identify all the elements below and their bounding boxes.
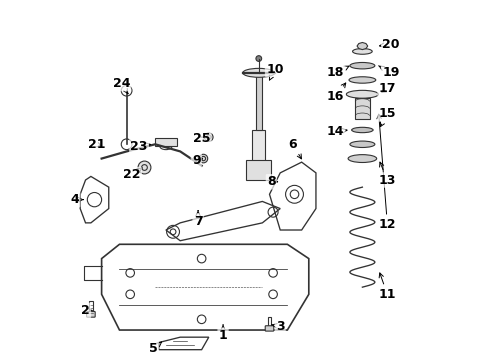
FancyBboxPatch shape [264,326,273,331]
Bar [246,160,271,180]
Ellipse shape [349,63,374,69]
Text: 13: 13 [378,162,395,186]
Text: 7: 7 [193,211,202,228]
Text: 16: 16 [326,83,345,103]
Text: 3: 3 [271,320,284,333]
Text: 24: 24 [112,77,130,94]
Bar [354,98,369,119]
Ellipse shape [347,155,376,162]
Ellipse shape [348,77,375,83]
Text: 25: 25 [192,132,210,145]
Circle shape [204,133,213,141]
Text: 9: 9 [192,154,202,167]
Bar [89,301,93,314]
Text: 23: 23 [130,140,150,153]
Bar [267,317,271,328]
Text: 2: 2 [81,304,92,317]
Bar [255,73,261,130]
Ellipse shape [349,141,374,148]
Ellipse shape [351,127,372,133]
Circle shape [255,56,261,62]
Ellipse shape [352,49,371,54]
Text: 11: 11 [378,273,395,301]
Text: 21: 21 [87,138,105,151]
Text: 4: 4 [70,193,83,206]
Text: 10: 10 [265,63,283,80]
Text: 1: 1 [218,325,227,342]
Text: 8: 8 [266,175,277,188]
Text: 15: 15 [378,107,395,127]
Text: 20: 20 [379,38,399,51]
Ellipse shape [242,68,274,77]
Text: 6: 6 [288,138,301,159]
Text: 14: 14 [326,125,346,138]
Text: 19: 19 [378,66,399,79]
FancyBboxPatch shape [86,311,95,317]
Ellipse shape [346,90,378,98]
Bar [155,138,176,146]
Text: 18: 18 [326,66,348,79]
Text: 5: 5 [149,342,161,355]
Polygon shape [356,42,367,50]
Text: 17: 17 [378,82,395,95]
Text: 22: 22 [123,168,142,181]
Bar [252,130,264,173]
Circle shape [138,161,151,174]
Text: 12: 12 [376,114,395,231]
Circle shape [199,154,207,163]
